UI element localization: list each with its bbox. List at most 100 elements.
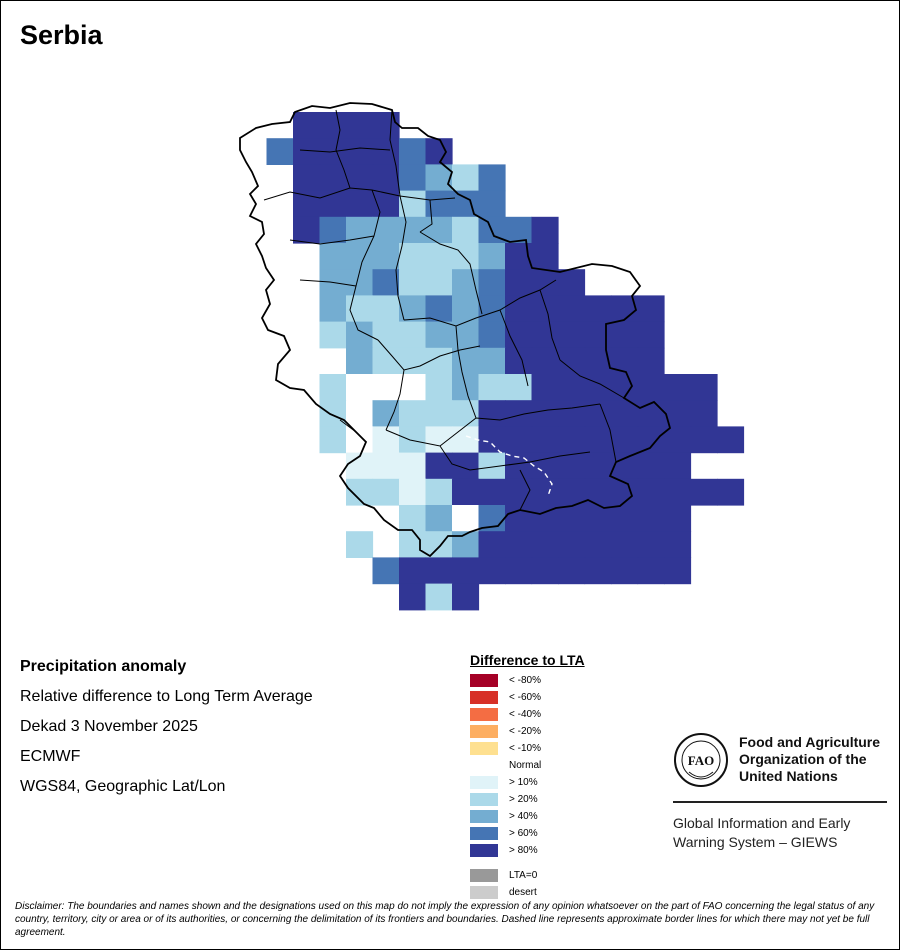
- map-info-block: Precipitation anomaly Relative differenc…: [20, 657, 313, 807]
- legend-label: > 80%: [509, 845, 538, 856]
- anomaly-cell: [584, 531, 612, 558]
- anomaly-cell: [637, 321, 665, 349]
- anomaly-cell: [452, 269, 480, 296]
- anomaly-cell: [558, 478, 586, 506]
- anomaly-cell: [452, 583, 480, 611]
- anomaly-cell: [664, 426, 692, 454]
- anomaly-cell: [399, 374, 427, 401]
- anomaly-cell: [664, 557, 692, 585]
- anomaly-cell: [346, 347, 374, 375]
- anomaly-cell: [452, 243, 480, 270]
- anomaly-cell: [346, 138, 374, 165]
- anomaly-cell: [531, 347, 559, 375]
- anomaly-cell: [425, 243, 453, 270]
- anomaly-cell: [399, 400, 427, 427]
- anomaly-cell: [558, 505, 586, 532]
- anomaly-cell: [637, 505, 665, 532]
- legend-label: < -20%: [509, 726, 541, 737]
- anomaly-cell: [346, 190, 374, 218]
- anomaly-cell: [531, 374, 559, 401]
- anomaly-cell: [399, 243, 427, 270]
- anomaly-cell: [664, 452, 692, 480]
- anomaly-cell: [531, 557, 559, 585]
- fao-org-name: Food and Agriculture Organization of the…: [739, 734, 881, 784]
- anomaly-cell: [293, 112, 321, 139]
- product-measure: Relative difference to Long Term Average: [20, 688, 313, 705]
- anomaly-cell: [584, 505, 612, 532]
- anomaly-cell: [505, 295, 533, 323]
- anomaly-cell: [319, 400, 347, 427]
- anomaly-cell: [637, 347, 665, 375]
- product-name: Precipitation anomaly: [20, 658, 187, 675]
- anomaly-cell: [372, 452, 400, 480]
- legend-swatch: [470, 742, 498, 755]
- fao-divider: [673, 801, 887, 803]
- anomaly-cell: [425, 190, 453, 218]
- anomaly-cell: [478, 426, 506, 454]
- anomaly-cell: [584, 478, 612, 506]
- legend-item: LTA=0: [470, 867, 585, 884]
- map-title: Serbia: [20, 20, 103, 50]
- anomaly-cell: [266, 138, 294, 165]
- anomaly-cell: [558, 557, 586, 585]
- anomaly-cell: [372, 374, 400, 401]
- legend-label: LTA=0: [509, 870, 538, 881]
- anomaly-cell: [399, 190, 427, 218]
- anomaly-cell: [584, 452, 612, 480]
- anomaly-cell: [425, 374, 453, 401]
- legend-swatch: [470, 810, 498, 823]
- disclaimer: Disclaimer: The boundaries and names sho…: [15, 901, 875, 938]
- legend-label: desert: [509, 887, 537, 898]
- anomaly-cell: [452, 216, 480, 244]
- legend-swatch: [470, 869, 498, 882]
- anomaly-cell: [478, 190, 506, 218]
- anomaly-cell: [372, 478, 400, 506]
- anomaly-cell: [452, 164, 480, 192]
- legend-swatch: [470, 708, 498, 721]
- anomaly-cell: [452, 295, 480, 323]
- anomaly-cell: [637, 557, 665, 585]
- legend-swatch: [470, 827, 498, 840]
- anomaly-cell: [399, 269, 427, 296]
- anomaly-cell: [584, 426, 612, 454]
- anomaly-cell: [425, 583, 453, 611]
- anomaly-cell: [478, 531, 506, 558]
- anomaly-cell: [319, 164, 347, 192]
- legend-swatch: [470, 776, 498, 789]
- anomaly-cell: [425, 321, 453, 349]
- anomaly-cell: [399, 557, 427, 585]
- legend-label: < -10%: [509, 743, 541, 754]
- anomaly-cell: [690, 478, 718, 506]
- anomaly-cell: [558, 269, 586, 296]
- anomaly-cell: [505, 269, 533, 296]
- product-source: ECMWF: [20, 748, 81, 765]
- anomaly-cell: [372, 243, 400, 270]
- legend-classes: < -80% < -60% < -40% < -20% < -10% Normal > 10…: [470, 672, 585, 859]
- legend-swatch: [470, 725, 498, 738]
- anomaly-cell: [372, 295, 400, 323]
- anomaly-cell: [505, 478, 533, 506]
- legend-label: Normal: [509, 760, 542, 771]
- anomaly-cell: [399, 452, 427, 480]
- country-border: [239, 102, 672, 558]
- anomaly-cell: [399, 505, 427, 532]
- anomaly-cell: [425, 138, 453, 165]
- anomaly-cell: [399, 583, 427, 611]
- anomaly-cell: [664, 374, 692, 401]
- anomaly-cell: [372, 400, 400, 427]
- anomaly-cell: [425, 557, 453, 585]
- anomaly-cell: [505, 557, 533, 585]
- fao-logo-text: FAO: [688, 753, 714, 768]
- anomaly-cell: [372, 216, 400, 244]
- anomaly-cell: [425, 505, 453, 532]
- anomaly-cell: [558, 374, 586, 401]
- anomaly-cell: [664, 531, 692, 558]
- anomaly-cell: [452, 347, 480, 375]
- anomaly-cell: [584, 557, 612, 585]
- anomaly-cell: [558, 295, 586, 323]
- kosovo-dashed-border: [465, 435, 553, 497]
- anomaly-cell: [372, 321, 400, 349]
- anomaly-cell: [346, 478, 374, 506]
- anomaly-cell: [372, 138, 400, 165]
- anomaly-cell: [505, 505, 533, 532]
